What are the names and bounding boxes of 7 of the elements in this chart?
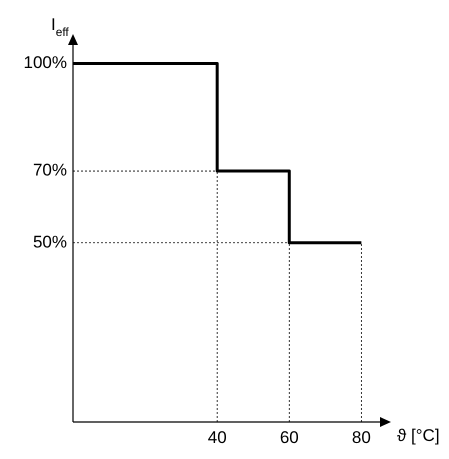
x-tick-label: 80 — [352, 428, 371, 447]
x-tick-label: 60 — [280, 428, 299, 447]
x-tick-label: 40 — [208, 428, 227, 447]
y-tick-label: 50% — [32, 232, 67, 252]
y-tick-label: 70% — [32, 160, 67, 180]
y-tick-label: 100% — [24, 53, 67, 72]
x-axis-title: ϑ [°C] — [397, 426, 440, 445]
